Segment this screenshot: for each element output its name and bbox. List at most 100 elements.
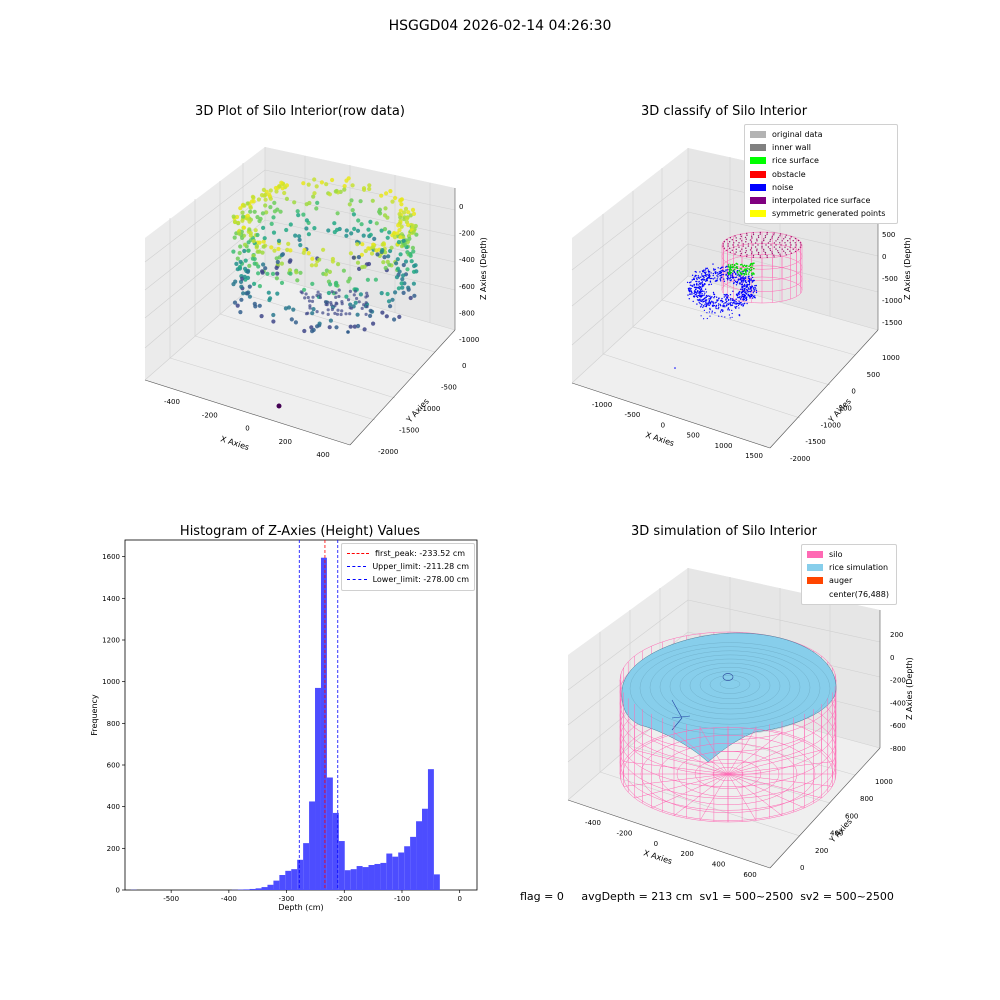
raw-data-point bbox=[235, 256, 240, 261]
classify-interpolated-point bbox=[771, 253, 773, 255]
raw-x-tick-label: -200 bbox=[202, 411, 218, 419]
classify-noise-point bbox=[725, 299, 727, 301]
center-marker bbox=[722, 673, 734, 681]
classify-interpolated-point bbox=[745, 250, 747, 252]
classify-noise-point bbox=[703, 309, 706, 311]
classify-noise-point bbox=[745, 297, 747, 300]
raw-data-point bbox=[355, 312, 360, 317]
classify-noise-point bbox=[753, 290, 755, 293]
classify-x-tick-label: 1000 bbox=[715, 442, 733, 450]
simulation-legend-item: auger bbox=[807, 574, 891, 587]
classify-noise-point bbox=[712, 303, 715, 305]
classify-interpolated-point bbox=[799, 242, 802, 244]
raw-data-point bbox=[256, 197, 261, 202]
raw-data-point bbox=[284, 227, 289, 233]
classify-noise-point bbox=[696, 278, 698, 281]
raw-data-point bbox=[295, 278, 300, 283]
classify-noise-point bbox=[723, 278, 725, 280]
raw-data-point bbox=[255, 215, 260, 220]
classify-noise-point bbox=[744, 284, 746, 287]
histogram-bar bbox=[368, 865, 375, 890]
raw-data-point bbox=[401, 290, 406, 295]
raw-data-point bbox=[234, 261, 239, 266]
classify-noise-point bbox=[734, 300, 736, 302]
classify-interpolated-point bbox=[765, 244, 767, 246]
classify-noise-point bbox=[755, 284, 757, 287]
classify-interpolated-point bbox=[792, 240, 794, 242]
classify-interpolated-point bbox=[752, 244, 754, 246]
classify-noise-point bbox=[709, 274, 711, 277]
silo-floor-spoke bbox=[727, 773, 757, 821]
raw-data-point bbox=[298, 243, 303, 248]
raw-data-point bbox=[287, 268, 293, 273]
silo-floor-spoke bbox=[727, 773, 822, 799]
raw-data-point bbox=[260, 269, 265, 274]
raw-data-point bbox=[365, 277, 370, 282]
classify-interpolated-point bbox=[731, 239, 733, 241]
raw-data-point bbox=[406, 285, 411, 290]
raw-data-point bbox=[257, 284, 262, 289]
classify-noise-point bbox=[726, 300, 728, 303]
raw-data-point bbox=[284, 196, 289, 201]
classify-noise-point bbox=[705, 274, 707, 276]
raw-data-point bbox=[337, 294, 341, 299]
simulation-legend-item: silo bbox=[807, 548, 891, 561]
raw-data-point bbox=[279, 280, 285, 285]
raw-data-point bbox=[319, 180, 324, 185]
raw-data-point bbox=[310, 281, 315, 286]
raw-data-point bbox=[346, 279, 351, 284]
raw-data-point bbox=[272, 200, 277, 205]
classify-interpolated-point bbox=[779, 242, 781, 244]
raw-data-point bbox=[349, 306, 354, 310]
classify-noise-point bbox=[715, 280, 718, 282]
raw-data-point bbox=[264, 210, 269, 215]
classify-noise-point bbox=[711, 312, 713, 314]
histogram-ytick-label: 400 bbox=[107, 803, 120, 811]
classify-noise-point bbox=[696, 292, 698, 294]
raw-data-point bbox=[261, 244, 266, 249]
raw-data-point bbox=[375, 252, 380, 257]
raw-data-point bbox=[272, 209, 277, 214]
raw-data-point bbox=[395, 231, 400, 236]
classify-interpolated-point bbox=[763, 239, 765, 242]
classify-legend-item: noise bbox=[750, 181, 892, 194]
classify-noise-point bbox=[716, 275, 718, 277]
classify-noise-point bbox=[701, 273, 703, 275]
classify-noise-point bbox=[705, 280, 707, 282]
simulation-x-tick-label: -400 bbox=[585, 819, 601, 827]
raw-data-point bbox=[310, 256, 315, 261]
classify-noise-point bbox=[721, 315, 723, 317]
classify-x-tick-label: 0 bbox=[661, 421, 665, 429]
classify-noise-point bbox=[754, 286, 756, 289]
raw-data-point bbox=[374, 221, 379, 226]
classify-interpolated-point bbox=[739, 233, 742, 236]
classify-noise-point bbox=[703, 318, 705, 320]
classify-noise-point bbox=[730, 304, 732, 307]
silo-floor-spoke bbox=[727, 739, 805, 775]
classify-interpolated-point bbox=[732, 244, 734, 246]
classify-noise-point bbox=[710, 297, 712, 300]
classify-noise-point bbox=[717, 267, 719, 269]
classify-interpolated-point bbox=[789, 242, 791, 244]
classify-interpolated-point bbox=[784, 236, 787, 238]
rice-surface-mesh-ring bbox=[659, 654, 801, 720]
classify-noise-point bbox=[702, 278, 704, 280]
raw-data-point bbox=[306, 232, 311, 237]
classify-rice-point bbox=[743, 272, 746, 275]
silo-floor-spoke bbox=[727, 761, 833, 775]
histogram-bar bbox=[398, 852, 405, 890]
histogram-bar bbox=[255, 888, 262, 890]
classify-interpolated-point bbox=[766, 255, 768, 257]
legend-swatch bbox=[750, 131, 766, 139]
classify-noise-point bbox=[704, 269, 706, 271]
raw-data-point bbox=[398, 215, 403, 220]
raw-data-point bbox=[282, 190, 287, 196]
classify-rice-point bbox=[741, 272, 743, 275]
classify-noise-point bbox=[750, 289, 753, 291]
classify-noise-point bbox=[738, 296, 740, 299]
classify-noise-point bbox=[722, 270, 724, 272]
classify-noise-point bbox=[731, 312, 733, 315]
legend-line-swatch bbox=[347, 553, 369, 555]
classify-noise-point bbox=[740, 296, 742, 299]
classify-noise-point bbox=[699, 271, 701, 273]
